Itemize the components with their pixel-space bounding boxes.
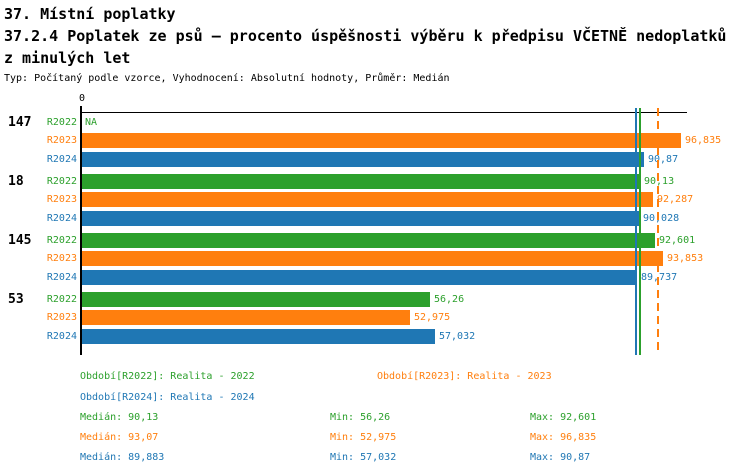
- stat-max-r2024: Max: 90,87: [530, 452, 591, 463]
- series-label: R2022: [46, 117, 77, 128]
- bar: [82, 292, 430, 307]
- median-line-r2023: [657, 108, 659, 355]
- bar-value-label: 90,87: [648, 154, 679, 165]
- page-title: 37. Místní poplatky: [4, 5, 176, 23]
- series-label: R2024: [46, 154, 77, 165]
- bar-value-label: 92,287: [657, 194, 694, 205]
- series-label: R2022: [46, 294, 77, 305]
- x-axis-line: [80, 112, 687, 113]
- series-label: R2023: [46, 253, 77, 264]
- stat-median-r2024: Medián: 89,883: [80, 452, 165, 463]
- median-line-r2024: [635, 108, 637, 355]
- group-label: 145: [8, 233, 32, 248]
- series-label: R2023: [46, 135, 77, 146]
- bar: [82, 251, 663, 266]
- bar: [82, 310, 410, 325]
- legend-item-r2022: Období[R2022]: Realita - 2022: [80, 371, 255, 382]
- bar-value-label: 52,975: [414, 312, 451, 323]
- bar-value-label: 96,835: [685, 135, 722, 146]
- bar-value-label: 92,601: [659, 235, 696, 246]
- bar-value-label: 93,853: [667, 253, 704, 264]
- bar: [82, 270, 637, 285]
- group-label: 147: [8, 115, 32, 130]
- bar-value-label: 57,032: [439, 331, 476, 342]
- missing-value-label: NA: [85, 117, 98, 128]
- bar-value-label: 90,13: [644, 176, 675, 187]
- stat-median-r2023: Medián: 93,07: [80, 432, 159, 443]
- series-label: R2024: [46, 331, 77, 342]
- bar: [82, 233, 655, 248]
- stat-min-r2024: Min: 57,032: [330, 452, 397, 463]
- series-label: R2022: [46, 235, 77, 246]
- stat-max-r2023: Max: 96,835: [530, 432, 597, 443]
- bar: [82, 133, 681, 148]
- bar: [82, 192, 653, 207]
- group-label: 18: [8, 174, 24, 189]
- bar: [82, 329, 435, 344]
- legend-item-r2023: Období[R2023]: Realita - 2023: [377, 371, 552, 382]
- series-label: R2024: [46, 272, 77, 283]
- zero-tick-label: 0: [78, 93, 86, 104]
- series-label: R2024: [46, 213, 77, 224]
- median-line-r2022: [639, 108, 641, 355]
- stat-min-r2023: Min: 52,975: [330, 432, 397, 443]
- stat-min-r2022: Min: 56,26: [330, 412, 391, 423]
- bar: [82, 174, 640, 189]
- bar: [82, 152, 644, 167]
- bar-value-label: 56,26: [434, 294, 465, 305]
- group-label: 53: [8, 292, 24, 307]
- y-axis-line: [80, 106, 82, 355]
- chart-meta: Typ: Počítaný podle vzorce, Vyhodnocení:…: [4, 73, 450, 84]
- bar-value-label: 90,028: [643, 213, 680, 224]
- bar: [82, 211, 639, 226]
- legend-item-r2024: Období[R2024]: Realita - 2024: [80, 392, 255, 403]
- series-label: R2023: [46, 312, 77, 323]
- series-label: R2022: [46, 176, 77, 187]
- series-label: R2023: [46, 194, 77, 205]
- stat-median-r2022: Medián: 90,13: [80, 412, 159, 423]
- stat-max-r2022: Max: 92,601: [530, 412, 597, 423]
- bar-value-label: 89,737: [641, 272, 678, 283]
- report-header: 37. Místní poplatky 37.2.4 Poplatek ze p…: [4, 3, 734, 89]
- page-subtitle: 37.2.4 Poplatek ze psů – procento úspěšn…: [4, 27, 727, 67]
